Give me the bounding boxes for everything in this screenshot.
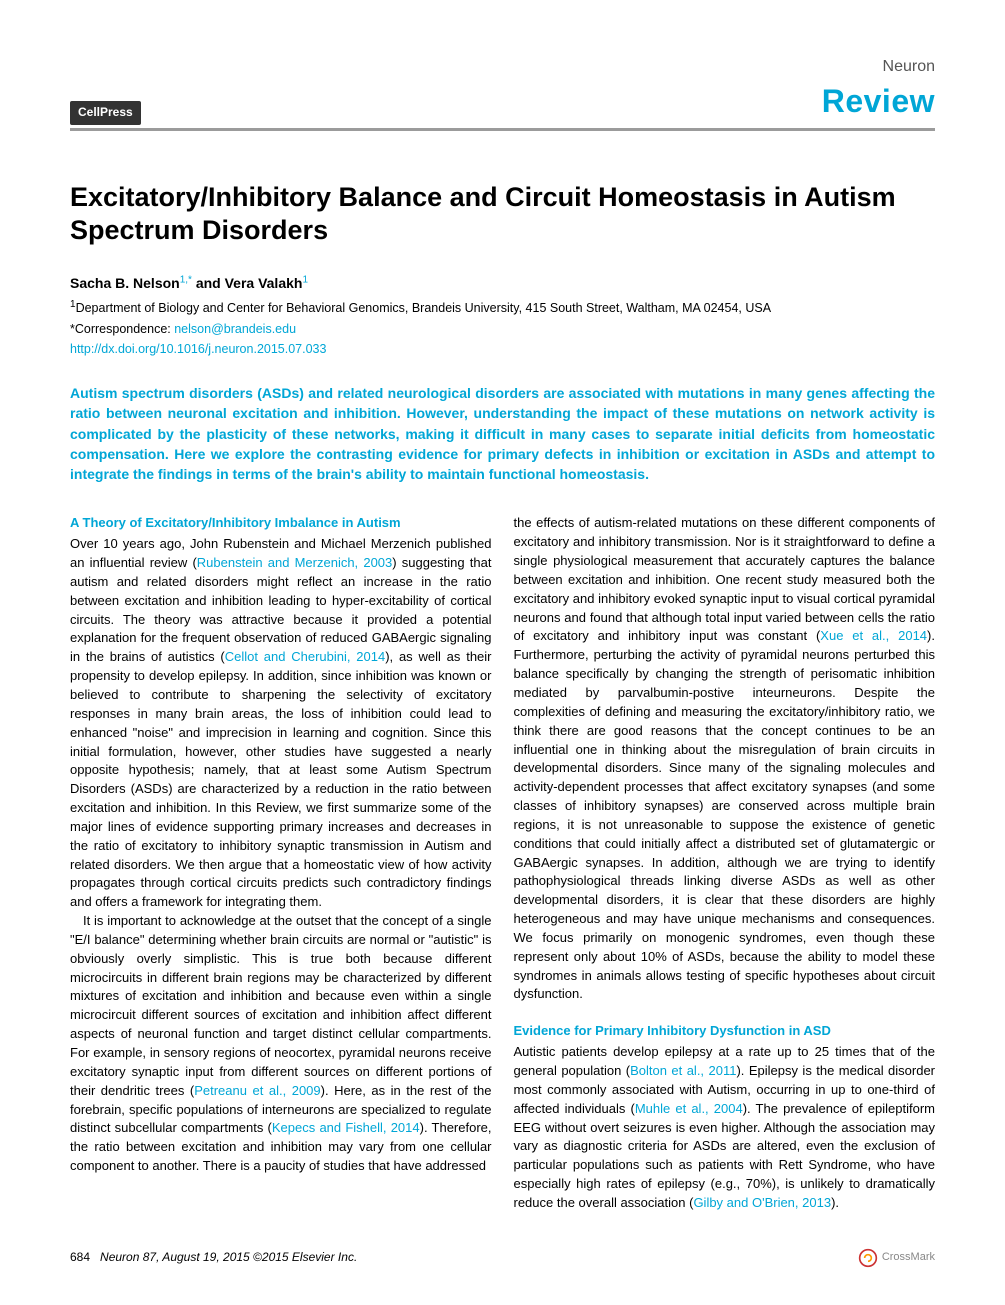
section-1-para-1: Over 10 years ago, John Rubenstein and M… (70, 535, 492, 912)
columns-container: A Theory of Excitatory/Inhibitory Imbala… (70, 514, 935, 1212)
affiliation-line: 1Department of Biology and Center for Be… (70, 298, 935, 317)
ref-rubenstein[interactable]: Rubenstein and Merzenich, 2003 (197, 555, 392, 570)
author-conjunction: and (192, 275, 225, 291)
footer-citation-text: Neuron 87, August 19, 2015 ©2015 Elsevie… (100, 1250, 357, 1264)
ref-gilby[interactable]: Gilby and O'Brien, 2013 (693, 1195, 831, 1210)
publisher-logo: CellPress (70, 101, 141, 124)
crossmark-icon (858, 1248, 878, 1268)
affiliation-text: Department of Biology and Center for Beh… (76, 302, 771, 316)
header-row: CellPress Neuron Review (70, 55, 935, 125)
c2p1-text-a: the effects of autism-related mutations … (514, 515, 936, 643)
ref-petreanu[interactable]: Petreanu et al., 2009 (194, 1083, 320, 1098)
publisher-text: CellPress (78, 105, 133, 119)
s1p1-text-c: ), as well as their propensity to develo… (70, 649, 492, 909)
doi-line: http://dx.doi.org/10.1016/j.neuron.2015.… (70, 340, 935, 358)
ref-kepecs[interactable]: Kepecs and Fishell, 2014 (272, 1120, 420, 1135)
doi-link[interactable]: http://dx.doi.org/10.1016/j.neuron.2015.… (70, 342, 326, 356)
journal-name: Neuron (822, 55, 935, 78)
section-2-heading: Evidence for Primary Inhibitory Dysfunct… (514, 1022, 936, 1041)
ref-muhle[interactable]: Muhle et al., 2004 (635, 1101, 743, 1116)
section-1-heading: A Theory of Excitatory/Inhibitory Imbala… (70, 514, 492, 533)
s2p1-text-d: ). (831, 1195, 839, 1210)
s1p1-text-b: ) suggesting that autism and related dis… (70, 555, 492, 664)
article-type: Review (822, 78, 935, 124)
correspondence-email-link[interactable]: nelson@brandeis.edu (174, 322, 296, 336)
authors-line: Sacha B. Nelson1,* and Vera Valakh1 (70, 273, 935, 293)
header-divider (70, 128, 935, 131)
spacer (514, 1004, 936, 1022)
author-2-sup[interactable]: 1 (302, 274, 308, 285)
s2p1-text-c: ). The prevalence of epileptiform EEG wi… (514, 1101, 936, 1210)
column-right: the effects of autism-related mutations … (514, 514, 936, 1212)
journal-block: Neuron Review (822, 55, 935, 125)
correspondence-line: *Correspondence: nelson@brandeis.edu (70, 320, 935, 338)
section-2-para-1: Autistic patients develop epilepsy at a … (514, 1043, 936, 1213)
crossmark-label: CrossMark (882, 1250, 935, 1266)
abstract-text: Autism spectrum disorders (ASDs) and rel… (70, 383, 935, 484)
author-1: Sacha B. Nelson (70, 275, 180, 291)
page-container: CellPress Neuron Review Excitatory/Inhib… (0, 0, 1005, 1298)
c2p1-text-b: ). Furthermore, perturbing the activity … (514, 628, 936, 1001)
footer-citation: 684 Neuron 87, August 19, 2015 ©2015 Els… (70, 1249, 357, 1266)
ref-xue[interactable]: Xue et al., 2014 (820, 628, 927, 643)
s1p2-text-a: It is important to acknowledge at the ou… (70, 913, 492, 1098)
column-left: A Theory of Excitatory/Inhibitory Imbala… (70, 514, 492, 1212)
section-1-para-2: It is important to acknowledge at the ou… (70, 912, 492, 1176)
article-title: Excitatory/Inhibitory Balance and Circui… (70, 181, 935, 249)
author-1-sup[interactable]: 1,* (180, 274, 192, 285)
ref-cellot[interactable]: Cellot and Cherubini, 2014 (225, 649, 386, 664)
footer-row: 684 Neuron 87, August 19, 2015 ©2015 Els… (70, 1248, 935, 1268)
correspondence-label: *Correspondence: (70, 322, 174, 336)
crossmark-badge[interactable]: CrossMark (858, 1248, 935, 1268)
author-2: Vera Valakh (225, 275, 303, 291)
col2-para-1: the effects of autism-related mutations … (514, 514, 936, 1004)
ref-bolton[interactable]: Bolton et al., 2011 (630, 1063, 736, 1078)
page-number: 684 (70, 1250, 90, 1264)
